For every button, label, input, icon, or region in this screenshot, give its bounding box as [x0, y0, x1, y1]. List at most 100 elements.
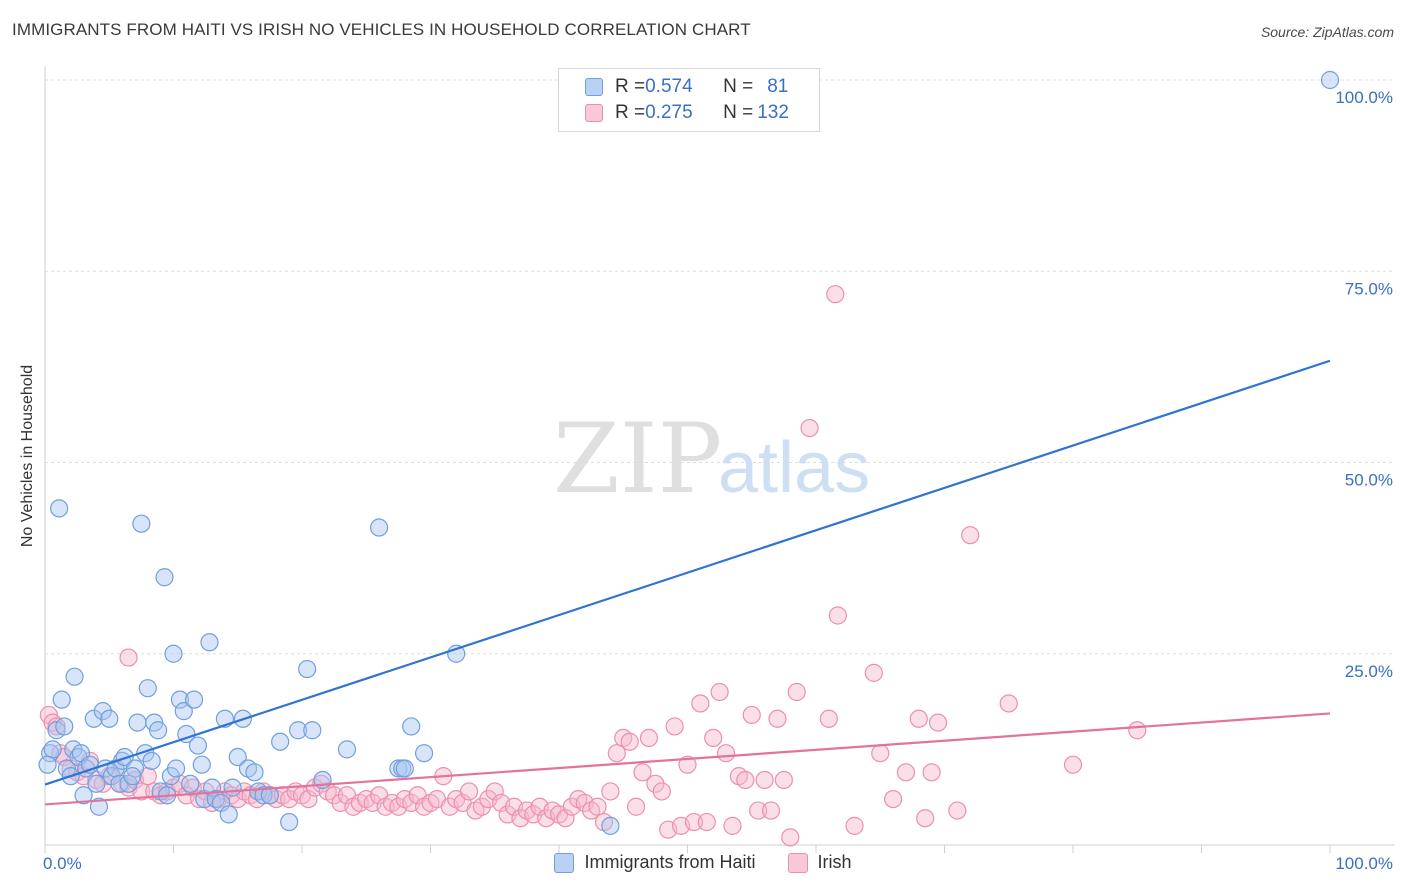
irish-point	[845, 816, 864, 835]
haiti-point	[132, 514, 151, 533]
legend-r-label: R =	[615, 76, 646, 97]
haiti-point	[74, 786, 93, 805]
irish-point	[588, 797, 607, 816]
watermark-atlas: atlas	[718, 428, 870, 508]
legend-item-haiti[interactable]: Immigrants from Haiti	[554, 852, 756, 873]
y-tick-label: 75.0%	[1345, 279, 1393, 298]
haiti-point	[181, 774, 200, 793]
irish-point	[916, 809, 935, 828]
haiti-point	[289, 721, 308, 740]
irish-point	[948, 801, 967, 820]
haiti-point	[254, 786, 273, 805]
haiti-point	[52, 690, 71, 709]
legend-swatch-irish	[787, 852, 808, 873]
legend-r-value-haiti: 0.574	[645, 76, 693, 97]
irish-point	[1128, 721, 1147, 740]
chart-title: IMMIGRANTS FROM HAITI VS IRISH NO VEHICL…	[12, 20, 751, 39]
irish-point	[47, 717, 66, 736]
irish-point	[768, 709, 787, 728]
haiti-point	[200, 633, 219, 652]
haiti-point	[228, 747, 247, 767]
haiti-point	[260, 786, 279, 805]
legend-r-value-irish: 0.275	[645, 102, 693, 123]
x-tick-label: 0.0%	[43, 854, 82, 873]
haiti-point	[89, 797, 109, 816]
haiti-point	[303, 721, 322, 740]
source-label: Source: ZipAtlas.com	[1260, 24, 1394, 40]
irish-point	[736, 770, 755, 790]
irish-point	[787, 682, 806, 702]
haiti-point	[370, 518, 389, 537]
irish-point	[607, 744, 626, 763]
haiti-point	[219, 805, 238, 824]
tick-labels: 25.0% 50.0% 75.0% 100.0% 0.0% 100.0%	[43, 88, 1393, 873]
irish-points	[39, 285, 1147, 847]
irish-point	[1063, 755, 1083, 774]
irish-point	[556, 809, 575, 828]
haiti-point	[123, 767, 142, 786]
haiti-point	[115, 747, 134, 767]
haiti-point	[271, 732, 290, 751]
irish-point	[633, 763, 652, 782]
haiti-point	[142, 751, 161, 770]
haiti-point	[389, 759, 408, 778]
haiti-point	[174, 702, 193, 721]
irish-point	[691, 694, 710, 713]
irish-point	[710, 682, 729, 702]
irish-point	[819, 709, 838, 728]
haiti-point	[138, 679, 157, 698]
legend-label-haiti: Immigrants from Haiti	[584, 852, 756, 872]
irish-point	[684, 812, 704, 832]
axes	[44, 66, 1395, 853]
haiti-trend-line	[44, 359, 1331, 786]
irish-point	[928, 713, 948, 732]
irish-point	[626, 797, 646, 816]
haiti-point	[1320, 70, 1340, 90]
irish-point	[864, 663, 883, 682]
irish-point	[723, 816, 742, 835]
irish-point	[652, 782, 671, 801]
irish-point	[459, 782, 479, 801]
irish-point	[639, 728, 659, 748]
haiti-point	[192, 755, 211, 774]
haiti-point	[50, 499, 69, 518]
y-axis-label: No Vehicles in Household	[19, 364, 36, 548]
y-tick-label: 100.0%	[1335, 88, 1393, 107]
legend-n-value-irish: 132	[757, 102, 789, 123]
legend-item-irish[interactable]: Irish	[787, 852, 852, 873]
irish-point	[755, 770, 774, 790]
series-legend: Immigrants from Haiti Irish	[0, 852, 1406, 873]
irish-point	[826, 285, 845, 304]
legend-row-irish: R = 0.275 N = 132	[585, 101, 789, 125]
haiti-point	[337, 740, 357, 759]
x-tick-label: 100.0%	[1335, 854, 1393, 873]
irish-point	[761, 801, 781, 820]
irish-point	[716, 744, 736, 763]
irish-point	[742, 705, 761, 725]
irish-trend-line	[44, 712, 1331, 806]
irish-point	[620, 732, 639, 751]
haiti-point	[87, 774, 106, 793]
watermark: ZIP atlas	[553, 403, 870, 515]
haiti-point	[155, 568, 174, 587]
haiti-point	[128, 713, 147, 732]
irish-point	[828, 606, 847, 625]
haiti-point	[298, 659, 317, 679]
irish-point	[909, 709, 928, 728]
irish-point	[749, 801, 768, 820]
haiti-point	[395, 759, 414, 778]
irish-point	[999, 694, 1018, 713]
irish-point	[781, 828, 800, 847]
haiti-point	[43, 740, 62, 759]
trend-lines	[44, 359, 1331, 806]
haiti-point	[188, 736, 208, 755]
haiti-point	[170, 690, 190, 709]
legend-swatch-haiti	[554, 852, 575, 873]
legend-n-label: N =	[723, 102, 754, 123]
haiti-point	[166, 759, 186, 778]
legend-swatch-irish	[585, 104, 603, 122]
irish-point	[485, 782, 504, 801]
legend-r-label: R =	[615, 102, 646, 123]
haiti-point	[280, 812, 299, 832]
